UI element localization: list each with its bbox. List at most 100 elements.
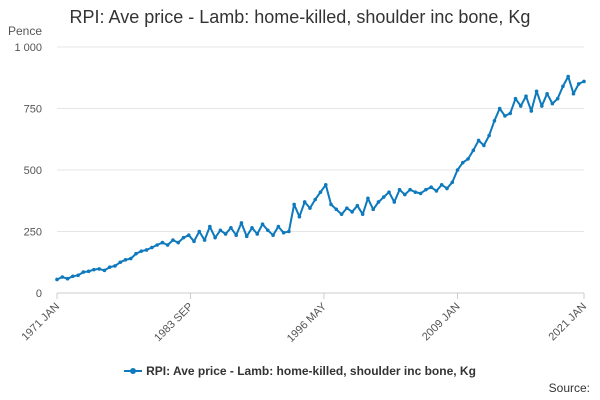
data-point (408, 187, 412, 192)
data-point (255, 232, 260, 236)
data-point (445, 186, 449, 191)
data-point (55, 277, 59, 282)
data-point (250, 226, 254, 230)
data-point (450, 180, 455, 185)
data-point (176, 240, 181, 245)
data-point (355, 203, 360, 208)
data-point (434, 189, 439, 193)
data-point (266, 228, 270, 233)
data-point (208, 224, 212, 229)
data-point (371, 207, 376, 212)
data-point (571, 91, 576, 96)
data-point (524, 94, 528, 98)
data-point (239, 221, 244, 225)
legend-label: RPI: Ave price - Lamb: home-killed, shou… (146, 364, 476, 378)
data-point (71, 274, 75, 279)
data-point (65, 276, 70, 281)
data-point (60, 275, 65, 279)
data-point (334, 207, 339, 212)
data-point (403, 192, 407, 197)
series-line-0 (56, 75, 585, 281)
data-point (229, 226, 233, 230)
grid-lines (57, 46, 584, 294)
data-point (503, 114, 507, 118)
data-point (424, 187, 428, 192)
legend[interactable]: RPI: Ave price - Lamb: home-killed, shou… (0, 364, 600, 378)
data-point (271, 233, 275, 237)
data-point (555, 96, 560, 101)
data-point (497, 106, 502, 111)
data-point (107, 265, 112, 269)
data-point (134, 251, 138, 256)
data-point (113, 264, 117, 268)
data-point (86, 269, 91, 274)
data-point (160, 240, 165, 245)
data-point (123, 257, 128, 262)
data-point (139, 249, 144, 253)
data-point (308, 206, 312, 210)
source-label: Source: (548, 381, 590, 395)
data-point (381, 195, 386, 199)
data-point (360, 212, 365, 217)
data-point (545, 91, 549, 96)
data-point (518, 104, 523, 108)
data-point (318, 190, 323, 194)
chart-title: RPI: Ave price - Lamb: home-killed, shou… (69, 7, 531, 27)
data-point (376, 200, 381, 204)
data-point (476, 138, 481, 143)
data-point (218, 228, 223, 233)
data-point (144, 248, 149, 252)
data-point (102, 268, 107, 273)
data-point (97, 267, 101, 271)
data-point (197, 229, 202, 234)
data-point (118, 260, 123, 265)
data-point (482, 143, 486, 148)
data-point (345, 206, 349, 210)
data-point (413, 190, 418, 194)
data-point (540, 104, 544, 108)
x-tick-label: 2009 JAN (420, 301, 463, 344)
data-point (171, 238, 175, 242)
data-point (561, 84, 565, 89)
data-point (128, 256, 133, 261)
data-point (460, 160, 465, 165)
data-point (213, 235, 217, 240)
y-tick-label: 250 (24, 227, 42, 239)
data-point (292, 202, 296, 207)
x-tick-label: 1971 JAN (19, 301, 62, 344)
data-point (513, 96, 518, 101)
data-point (350, 210, 354, 214)
y-axis-unit-label: Pence (8, 24, 43, 38)
data-point (165, 243, 170, 247)
data-point (302, 200, 307, 204)
x-tick-label: 1996 MAY (285, 300, 330, 345)
data-point (202, 238, 207, 242)
y-axis-ticks: 0 250 500 750 1 000 (14, 42, 42, 300)
y-tick-label: 500 (24, 165, 42, 177)
data-point (387, 190, 391, 194)
data-point (429, 185, 433, 190)
data-point (181, 235, 186, 240)
data-point (439, 182, 444, 187)
data-point (550, 101, 555, 106)
data-point (329, 202, 333, 207)
data-point (287, 229, 291, 234)
data-point (276, 224, 281, 229)
data-point (492, 119, 497, 123)
data-point (418, 191, 423, 196)
legend-marker-icon (124, 365, 143, 377)
data-point (150, 245, 154, 250)
data-point (81, 270, 86, 274)
data-point (529, 109, 534, 113)
data-point (192, 239, 196, 244)
data-point (76, 273, 80, 278)
x-tick-label: 1983 SEP (152, 301, 196, 345)
data-point (313, 197, 318, 202)
data-point (392, 200, 397, 204)
data-point (244, 234, 249, 239)
data-point (186, 233, 191, 237)
x-tick-label: 2021 JAN (546, 301, 589, 344)
y-tick-label: 750 (24, 104, 42, 116)
data-point (471, 148, 476, 153)
data-point (260, 222, 265, 226)
